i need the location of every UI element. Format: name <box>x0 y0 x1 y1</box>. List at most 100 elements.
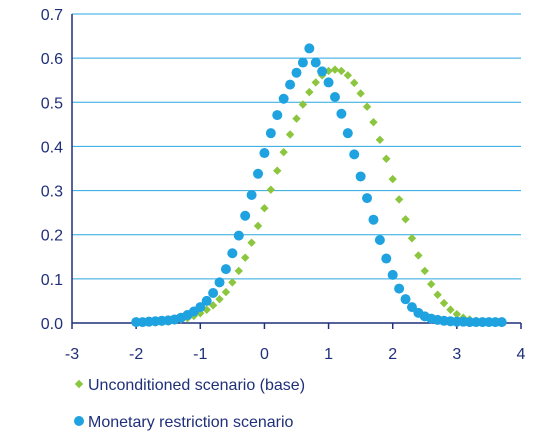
data-point-monetary <box>394 283 405 294</box>
data-point-unconditioned <box>388 174 397 184</box>
legend-label: Monetary restriction scenario <box>88 414 294 431</box>
y-tick-label: 0.4 <box>41 139 63 156</box>
data-point-unconditioned <box>208 301 218 310</box>
data-point-monetary <box>227 248 238 259</box>
data-point-unconditioned <box>407 234 417 243</box>
data-point-unconditioned <box>382 154 391 163</box>
data-point-unconditioned <box>266 185 276 194</box>
data-point-monetary <box>310 57 321 68</box>
gridlines <box>72 13 521 280</box>
series-unconditioned <box>131 65 506 328</box>
data-point-unconditioned <box>369 117 378 127</box>
data-point-monetary <box>406 302 417 313</box>
data-point-unconditioned <box>337 66 346 76</box>
data-point-unconditioned <box>427 279 436 289</box>
x-tick-label: 0 <box>260 346 269 363</box>
data-point-monetary <box>214 277 225 288</box>
data-point-monetary <box>195 302 206 313</box>
legend: Unconditioned scenario (base) Monetary re… <box>74 377 305 431</box>
legend-diamond-marker <box>74 379 84 389</box>
x-tick-label: 4 <box>517 346 526 363</box>
data-point-unconditioned <box>350 78 359 88</box>
data-point-monetary <box>336 108 347 119</box>
data-point-unconditioned <box>240 253 250 262</box>
data-point-unconditioned <box>324 66 333 76</box>
data-point-unconditioned <box>330 65 340 74</box>
data-point-monetary <box>381 253 392 264</box>
data-point-monetary <box>208 287 219 298</box>
data-point-monetary <box>265 128 276 139</box>
y-tick-label: 0.0 <box>41 316 63 333</box>
data-point-monetary <box>285 79 296 90</box>
data-point-unconditioned <box>292 114 301 123</box>
data-point-monetary <box>246 189 257 200</box>
data-point-unconditioned <box>362 102 372 111</box>
x-tick-label: -1 <box>193 346 207 363</box>
data-point-monetary <box>259 148 270 159</box>
data-point-unconditioned <box>452 309 462 319</box>
data-point-monetary <box>329 91 340 102</box>
data-point-unconditioned <box>228 278 237 287</box>
data-point-unconditioned <box>394 195 404 204</box>
axes: 0.0 0.1 0.2 0.3 0.4 0.5 0.6 0.7 -3 -2 -1 0 1 2 3 4 <box>41 7 526 363</box>
x-tick-label: 1 <box>324 346 333 363</box>
data-point-monetary <box>278 93 289 104</box>
y-tick-label: 0.6 <box>41 51 63 68</box>
x-tick-label: 2 <box>388 346 397 363</box>
legend-circle-marker <box>74 416 84 426</box>
data-point-unconditioned <box>439 298 449 308</box>
data-point-unconditioned <box>234 266 243 276</box>
data-point-unconditioned <box>375 135 385 145</box>
series-monetary-restriction <box>131 43 507 328</box>
data-point-unconditioned <box>221 287 231 297</box>
data-point-unconditioned <box>433 290 442 299</box>
data-point-monetary <box>496 317 507 328</box>
data-point-monetary <box>362 193 373 204</box>
data-point-unconditioned <box>420 266 429 276</box>
y-tick-label: 0.1 <box>41 272 63 289</box>
x-tick-label: -2 <box>129 346 143 363</box>
data-point-unconditioned <box>285 130 295 139</box>
legend-item-monetary-restriction: Monetary restriction scenario <box>74 414 294 431</box>
data-point-unconditioned <box>247 238 256 247</box>
y-tick-label: 0.3 <box>41 184 63 201</box>
data-point-unconditioned <box>305 87 314 97</box>
y-tick-label: 0.7 <box>41 7 63 24</box>
data-point-monetary <box>317 66 328 77</box>
data-point-monetary <box>323 77 334 88</box>
data-point-unconditioned <box>343 71 353 80</box>
data-point-monetary <box>342 128 353 139</box>
data-point-unconditioned <box>311 78 320 87</box>
data-point-monetary <box>400 294 411 305</box>
legend-item-unconditioned: Unconditioned scenario (base) <box>74 377 305 394</box>
data-point-unconditioned <box>446 305 455 314</box>
data-point-monetary <box>304 43 315 54</box>
data-point-unconditioned <box>279 147 288 157</box>
data-point-unconditioned <box>401 215 410 224</box>
data-point-monetary <box>297 57 308 68</box>
data-point-unconditioned <box>253 221 263 231</box>
data-point-unconditioned <box>215 294 224 304</box>
data-point-monetary <box>253 168 264 179</box>
data-point-monetary <box>374 235 385 246</box>
data-point-monetary <box>272 110 283 121</box>
data-point-monetary <box>291 67 302 78</box>
series-layer <box>131 43 507 328</box>
data-point-monetary <box>387 269 398 280</box>
data-point-unconditioned <box>414 251 423 260</box>
data-point-monetary <box>349 149 360 160</box>
data-point-unconditioned <box>298 100 308 109</box>
data-point-monetary <box>368 214 379 225</box>
data-point-monetary <box>220 264 231 275</box>
data-point-monetary <box>355 171 366 182</box>
x-tick-label: 3 <box>452 346 461 363</box>
legend-label: Unconditioned scenario (base) <box>88 377 305 394</box>
data-point-monetary <box>201 295 212 306</box>
data-point-monetary <box>240 210 251 221</box>
data-point-unconditioned <box>356 89 365 98</box>
y-tick-label: 0.2 <box>41 228 63 245</box>
x-tick-label: -3 <box>65 346 79 363</box>
y-tick-label: 0.5 <box>41 95 63 112</box>
